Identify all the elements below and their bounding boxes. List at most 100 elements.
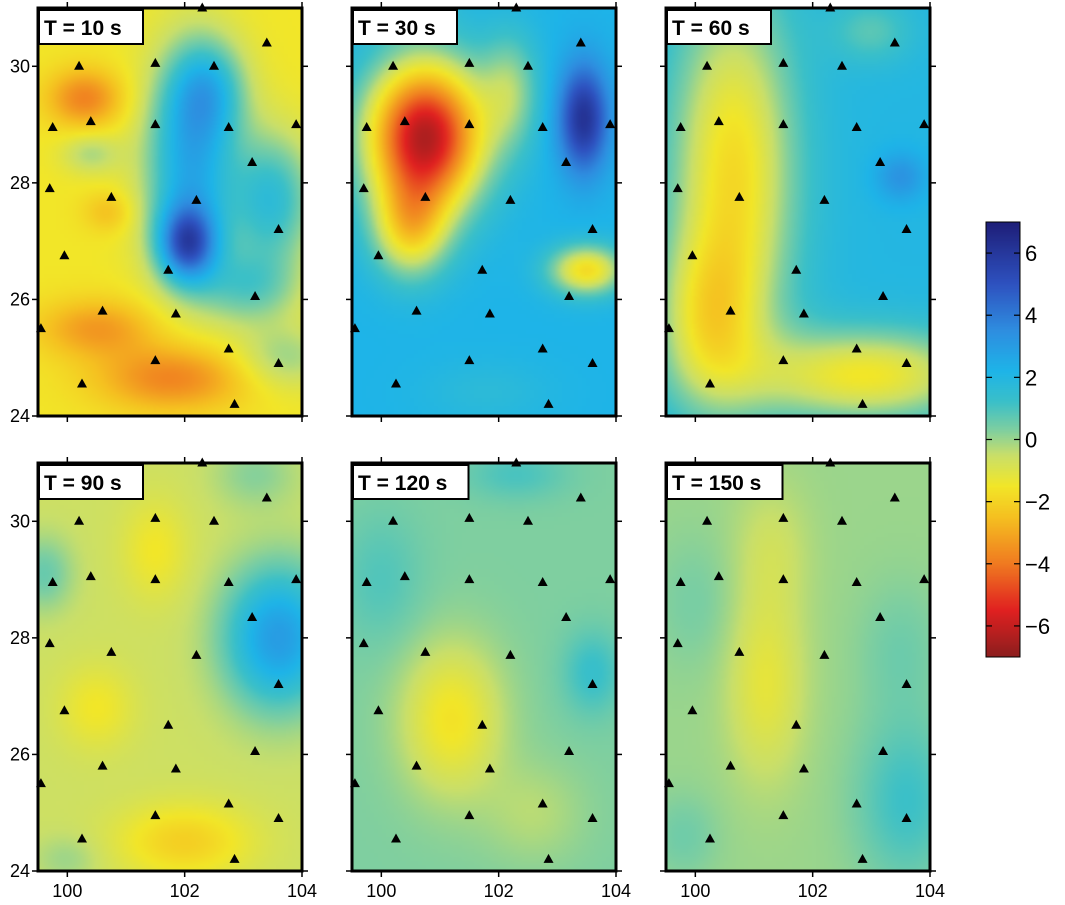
panel-title-box: T = 60 s: [666, 9, 772, 45]
panel-frame: [36, 461, 304, 873]
station-marker: [575, 37, 586, 47]
station-marker: [713, 571, 724, 581]
station-marker: [223, 343, 234, 353]
panel-title: T = 150 s: [672, 472, 761, 495]
station-marker: [44, 638, 55, 648]
map-panel: 100 102 104 T = 150 s: [660, 457, 945, 901]
heatmap-field: [666, 8, 930, 416]
panel-title: T = 90 s: [44, 472, 122, 495]
station-marker: [250, 291, 261, 301]
station-marker: [291, 574, 302, 584]
station-marker: [361, 121, 372, 131]
station-marker: [150, 57, 161, 67]
station-marker: [477, 719, 488, 729]
station-marker: [543, 398, 554, 408]
station-marker: [74, 515, 85, 525]
station-marker: [687, 705, 698, 715]
station-marker: [150, 512, 161, 522]
station-marker: [273, 358, 284, 368]
panel-title-background: [666, 464, 784, 500]
station-marker: [388, 60, 399, 70]
colorbar-tick-label: −4: [1025, 552, 1050, 577]
station-marker: [411, 760, 422, 770]
station-marker: [561, 611, 572, 621]
panel-title-background: [352, 9, 458, 45]
station-marker: [420, 646, 431, 656]
station-marker: [373, 705, 384, 715]
y-tick-label: 24: [10, 406, 30, 426]
station-marker: [672, 638, 683, 648]
station-marker: [919, 119, 930, 129]
station-marker: [901, 358, 912, 368]
station-marker: [605, 574, 616, 584]
station-marker: [537, 576, 548, 586]
station-marker: [798, 308, 809, 318]
panels: 24 26 28 30 T = 10 s T = 30 s T = 60 s 24 26 28 30…: [10, 2, 945, 901]
station-marker: [505, 194, 516, 204]
station-marker: [819, 649, 830, 659]
station-marker: [672, 183, 683, 193]
station-marker: [523, 60, 533, 70]
station-marker: [191, 194, 202, 204]
station-marker: [77, 378, 87, 388]
station-marker: [537, 343, 548, 353]
station-marker: [163, 264, 174, 274]
heatmap-field: [352, 8, 616, 416]
station-marker: [484, 308, 495, 318]
station-marker: [47, 121, 58, 131]
station-marker: [464, 574, 475, 584]
colorbar: 6 4 2 0 −2 −4 −6: [985, 221, 1050, 658]
station-marker: [564, 746, 575, 756]
station-marker: [223, 798, 234, 808]
station-marker: [734, 646, 745, 656]
panel-frame: [350, 6, 618, 418]
station-marker: [537, 121, 548, 131]
station-marker: [477, 264, 488, 274]
colorbar-tick-label: 6: [1025, 241, 1037, 266]
station-marker: [97, 305, 108, 315]
station-marker: [464, 57, 475, 67]
x-tick-label: 104: [601, 881, 631, 901]
station-marker: [373, 250, 384, 260]
station-marker: [725, 305, 736, 315]
station-marker: [464, 119, 475, 129]
station-marker: [391, 833, 401, 843]
station-marker: [523, 515, 533, 525]
station-marker: [399, 571, 410, 581]
station-marker: [543, 853, 554, 863]
x-tick-label: 100: [52, 881, 82, 901]
colorbar-tick-label: 0: [1025, 428, 1037, 453]
station-marker: [150, 119, 161, 129]
station-marker: [605, 119, 616, 129]
station-marker: [875, 611, 886, 621]
station-marker: [223, 121, 234, 131]
station-marker: [223, 576, 234, 586]
station-marker: [77, 833, 87, 843]
station-marker: [675, 121, 686, 131]
station-marker: [889, 37, 900, 47]
station-marker: [705, 833, 715, 843]
station-marker: [484, 763, 495, 773]
station-marker: [702, 515, 713, 525]
station-marker: [851, 121, 862, 131]
panel-title: T = 10 s: [44, 17, 122, 40]
station-marker: [250, 746, 261, 756]
station-marker: [464, 512, 475, 522]
station-marker: [687, 250, 698, 260]
station-marker: [399, 116, 410, 126]
x-tick-label: 102: [798, 881, 828, 901]
panel-title-box: T = 120 s: [352, 464, 470, 500]
station-marker: [170, 763, 181, 773]
station-marker: [587, 223, 598, 233]
panel-title-box: T = 90 s: [38, 464, 144, 500]
station-marker: [878, 291, 889, 301]
station-marker: [819, 194, 830, 204]
y-tick-label: 24: [10, 861, 30, 881]
station-marker: [857, 398, 868, 408]
y-tick-label: 30: [10, 56, 30, 76]
station-marker: [411, 305, 422, 315]
station-marker: [778, 512, 789, 522]
station-marker: [209, 60, 219, 70]
station-marker: [261, 37, 272, 47]
